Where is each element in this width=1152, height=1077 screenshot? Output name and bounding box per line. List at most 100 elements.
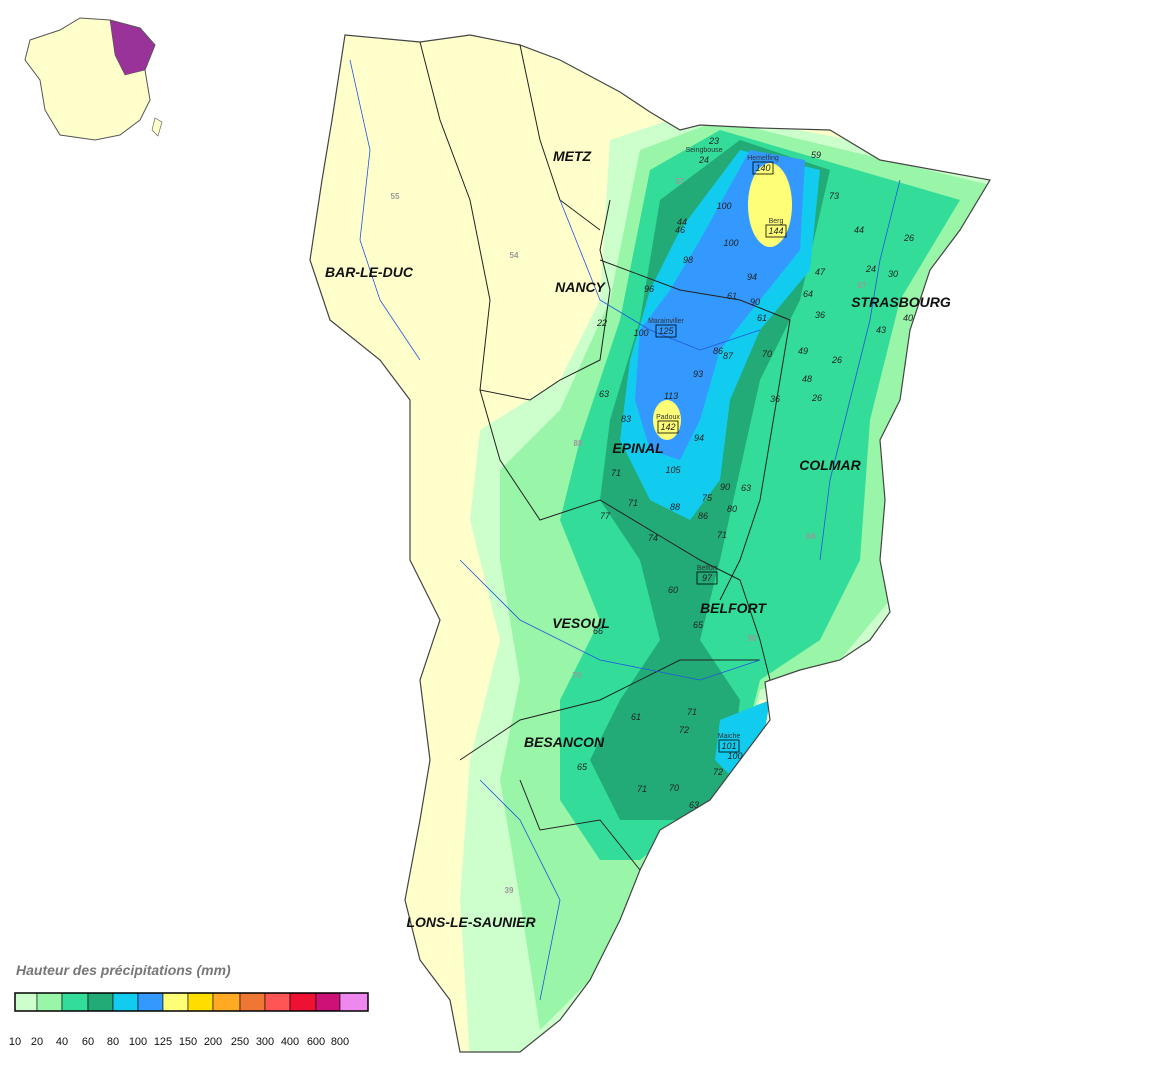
station-value: 63 — [741, 483, 751, 493]
station-value: 49 — [798, 346, 808, 356]
station-value: 100 — [723, 238, 738, 248]
legend-title: Hauteur des précipitations (mm) — [16, 962, 231, 978]
station-box — [655, 324, 677, 338]
station-value: 70 — [669, 783, 679, 793]
station-value: 26 — [903, 233, 914, 243]
legend-swatch — [289, 992, 317, 1012]
station-value: 113 — [664, 391, 678, 401]
station-value: 98 — [683, 255, 693, 265]
station-value: 40 — [903, 313, 913, 323]
station-value: 36 — [770, 394, 780, 404]
legend-tick-label: 100 — [129, 1036, 147, 1048]
station-value: 87 — [723, 351, 734, 361]
station-name: Belfort — [697, 565, 717, 572]
legend-tick-label: 800 — [331, 1036, 349, 1048]
station-value: 74 — [648, 533, 658, 543]
region-outline — [309, 34, 991, 1053]
city-label: BESANCON — [524, 734, 605, 750]
city-label: COLMAR — [799, 457, 861, 473]
legend-swatch — [61, 992, 89, 1012]
legend-swatch — [339, 992, 369, 1012]
station-name: Marainviller — [648, 318, 684, 325]
station-value: 71 — [637, 784, 647, 794]
station-value: 73 — [829, 191, 839, 201]
station-value: 44 — [854, 225, 864, 235]
station-value: 44 — [677, 217, 687, 227]
legend-swatch — [212, 992, 241, 1012]
department-number: 90 — [748, 634, 757, 643]
legend-swatch — [137, 992, 164, 1012]
legend-swatch — [112, 992, 139, 1012]
station-value: 63 — [599, 389, 609, 399]
station-value: 71 — [611, 468, 621, 478]
city-label: STRASBOURG — [851, 294, 951, 310]
station-value: 61 — [631, 712, 641, 722]
city-label: VESOUL — [552, 615, 610, 631]
legend-swatch — [315, 992, 341, 1012]
legend-tick-label: 60 — [82, 1036, 94, 1048]
france-inset — [24, 17, 163, 141]
station-value: 94 — [747, 272, 757, 282]
station-name: Maiche — [718, 733, 741, 740]
city-label: METZ — [553, 148, 592, 164]
legend-tick-label: 200 — [204, 1036, 222, 1048]
station-value: 65 — [693, 620, 704, 630]
legend-tick-label: 125 — [154, 1036, 172, 1048]
legend-frame — [14, 992, 369, 1012]
legend-tick-label: 400 — [281, 1036, 299, 1048]
station-value: 100 — [727, 751, 742, 761]
station-value: 90 — [720, 482, 730, 492]
station-value: 66 — [593, 626, 603, 636]
legend-tick-label: 10 — [9, 1036, 21, 1048]
legend-tick-label: 20 — [31, 1036, 43, 1048]
station-value: 24 — [698, 155, 709, 165]
department-number: 67 — [858, 281, 867, 290]
station-name: Padoux — [656, 414, 680, 421]
station-value: 63 — [689, 800, 699, 810]
legend-tick-label: 80 — [107, 1036, 119, 1048]
station-value: 125 — [658, 326, 674, 336]
station-box — [718, 739, 740, 753]
station-box — [765, 224, 787, 238]
station-value: 71 — [687, 707, 697, 717]
station-value: 105 — [665, 465, 681, 475]
station-value: 60 — [668, 585, 678, 595]
station-value: 80 — [727, 504, 737, 514]
station-value: 75 — [702, 493, 713, 503]
station-value: 65 — [577, 762, 588, 772]
station-value: 88 — [670, 502, 680, 512]
legend-swatch — [36, 992, 63, 1012]
station-value: 24 — [865, 264, 876, 274]
department-borders — [419, 41, 791, 871]
station-value: 140 — [755, 163, 770, 173]
department-number: 54 — [510, 251, 519, 260]
legend-swatch — [264, 992, 291, 1012]
station-value: 83 — [621, 414, 631, 424]
station-value: 36 — [815, 310, 825, 320]
station-value: 96 — [644, 284, 654, 294]
rivers — [349, 59, 901, 1001]
station-value: 93 — [693, 369, 703, 379]
station-value: 48 — [802, 374, 812, 384]
station-value: 77 — [600, 511, 611, 521]
station-value: 90 — [750, 297, 760, 307]
station-name: Seingbouse — [686, 147, 723, 154]
station-value: 59 — [811, 150, 821, 160]
station-value: 64 — [803, 289, 813, 299]
legend-tick-label: 300 — [256, 1036, 274, 1048]
legend-tick-label: 250 — [231, 1036, 249, 1048]
station-name: Berg — [769, 218, 784, 225]
station-value: 72 — [679, 725, 689, 735]
station-box — [696, 571, 718, 585]
city-label: NANCY — [555, 279, 606, 295]
legend-swatch — [87, 992, 114, 1012]
legend-swatch — [239, 992, 266, 1012]
department-number: 55 — [391, 192, 400, 201]
station-value: 71 — [717, 530, 727, 540]
station-value: 72 — [713, 767, 723, 777]
department-number: 39 — [505, 886, 514, 895]
city-label: LONS-LE-SAUNIER — [406, 914, 536, 930]
station-value: 94 — [694, 433, 704, 443]
station-value: 22 — [596, 318, 607, 328]
